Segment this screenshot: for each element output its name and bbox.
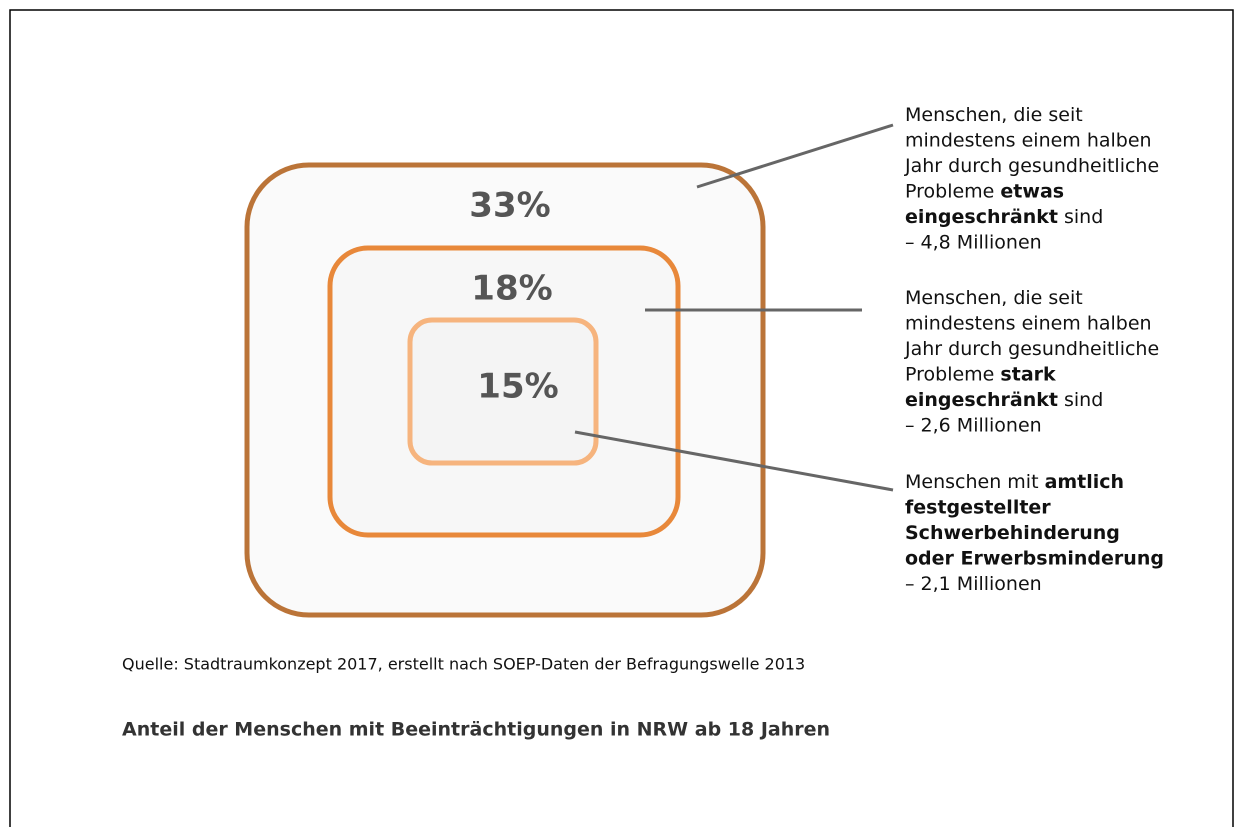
annotation-line: oder Erwerbsminderung	[905, 547, 1164, 569]
annotation-text: Jahr durch gesundheitliche	[904, 155, 1159, 177]
annotation-line: eingeschränkt sind	[905, 206, 1103, 228]
annotation-line: Jahr durch gesundheitliche	[904, 338, 1159, 360]
annotation-text: Menschen mit	[905, 471, 1045, 493]
box-label: 15%	[477, 367, 558, 407]
annotation-line: – 2,1 Millionen	[905, 573, 1042, 595]
annotation-line: eingeschränkt sind	[905, 389, 1103, 411]
annotation-text: Jahr durch gesundheitliche	[904, 338, 1159, 360]
annotation-bold: eingeschränkt	[905, 389, 1058, 411]
annotation-text: – 2,1 Millionen	[905, 573, 1042, 595]
annotation-bold: etwas	[1000, 180, 1064, 202]
annotation-text: mindestens einem halben	[905, 129, 1152, 151]
leader-line	[574, 430, 894, 492]
annotation-bold: eingeschränkt	[905, 206, 1058, 228]
annotation-text: sind	[1058, 389, 1103, 411]
annotation-text: Menschen, die seit	[905, 287, 1083, 309]
annotation-line: Jahr durch gesundheitliche	[904, 155, 1159, 177]
annotation-line: Probleme etwas	[905, 180, 1064, 202]
annotation-line: mindestens einem halben	[905, 129, 1152, 151]
box-label: 33%	[469, 186, 550, 226]
caption: Anteil der Menschen mit Beeinträchtigung…	[122, 719, 830, 741]
annotation-line: Schwerbehinderung	[905, 522, 1120, 544]
annotation-text: Probleme	[905, 180, 1000, 202]
frame	[9, 9, 1234, 827]
box-label: 18%	[471, 269, 552, 309]
annotation-text: Menschen, die seit	[905, 104, 1083, 126]
annotation-text: – 4,8 Millionen	[905, 231, 1042, 253]
annotation-bold: stark	[1000, 363, 1056, 385]
annotation-text: Probleme	[905, 363, 1000, 385]
annotation-line: Menschen mit amtlich	[905, 471, 1124, 493]
annotation-bold: oder Erwerbsminderung	[905, 547, 1164, 569]
annotation-text: – 2,6 Millionen	[905, 414, 1042, 436]
annotation-line: Menschen, die seit	[905, 287, 1083, 309]
annotation-bold: festgestellter	[905, 496, 1051, 518]
inner-box	[407, 317, 599, 466]
annotation-line: Probleme stark	[905, 363, 1056, 385]
annotation-line: – 4,8 Millionen	[905, 231, 1042, 253]
annotation-bold: Schwerbehinderung	[905, 522, 1120, 544]
annotation-text: mindestens einem halben	[905, 312, 1152, 334]
annotation-line: Menschen, die seit	[905, 104, 1083, 126]
annotation-line: mindestens einem halben	[905, 312, 1152, 334]
annotation-line: festgestellter	[905, 496, 1051, 518]
annotation-bold: amtlich	[1045, 471, 1125, 493]
annotation-line: – 2,6 Millionen	[905, 414, 1042, 436]
annotation-text: sind	[1058, 206, 1103, 228]
source: Quelle: Stadtraumkonzept 2017, erstellt …	[122, 655, 805, 674]
leader-line	[696, 123, 894, 189]
